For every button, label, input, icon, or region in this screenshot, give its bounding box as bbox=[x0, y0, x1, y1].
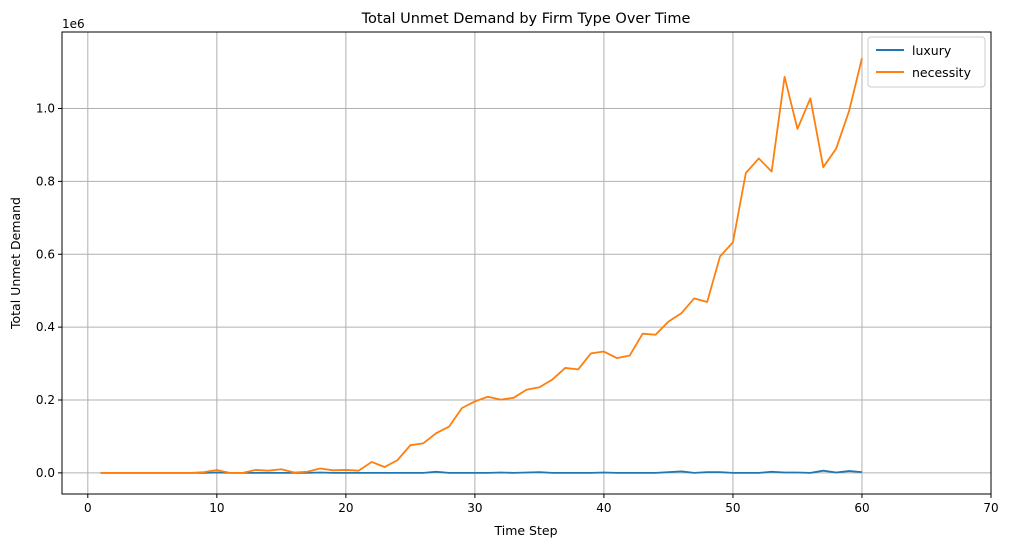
x-tick-label: 20 bbox=[338, 501, 353, 515]
y-tick-label: 0.0 bbox=[36, 466, 55, 480]
y-tick-label: 0.6 bbox=[36, 247, 55, 261]
y-axis-label: Total Unmet Demand bbox=[8, 197, 23, 330]
x-tick-label: 30 bbox=[467, 501, 482, 515]
y-tick-label: 0.2 bbox=[36, 393, 55, 407]
series-line-necessity bbox=[100, 58, 863, 474]
x-tick-label: 10 bbox=[209, 501, 224, 515]
legend: luxury necessity bbox=[867, 36, 986, 88]
legend-label-necessity: necessity bbox=[912, 65, 972, 80]
grid-lines bbox=[62, 32, 992, 494]
x-axis-label: Time Step bbox=[493, 523, 557, 538]
y-tick-label: 1.0 bbox=[36, 102, 55, 116]
legend-label-luxury: luxury bbox=[912, 43, 952, 58]
y-tick-label: 0.4 bbox=[36, 320, 55, 334]
y-axis-ticks: 0.0 0.2 0.4 0.6 0.8 1.0 bbox=[36, 102, 62, 480]
x-tick-label: 50 bbox=[725, 501, 740, 515]
series-lines bbox=[100, 58, 863, 474]
x-axis-ticks: 0 10 20 30 40 50 60 70 bbox=[84, 494, 999, 515]
x-tick-label: 0 bbox=[84, 501, 92, 515]
x-tick-label: 60 bbox=[854, 501, 869, 515]
y-offset-label: 1e6 bbox=[62, 17, 85, 31]
x-tick-label: 70 bbox=[983, 501, 998, 515]
chart-title: Total Unmet Demand by Firm Type Over Tim… bbox=[361, 11, 691, 27]
y-tick-label: 0.8 bbox=[36, 174, 55, 188]
x-tick-label: 40 bbox=[596, 501, 611, 515]
plot-frame bbox=[61, 31, 992, 495]
